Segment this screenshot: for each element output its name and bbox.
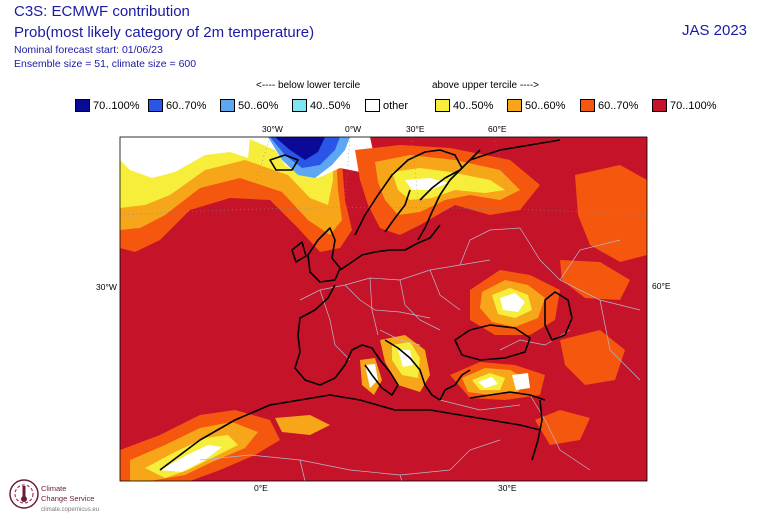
- logo-ring-icon: [9, 479, 39, 509]
- lon-label-top-4: 60°E: [488, 124, 507, 134]
- region-nw-other: [120, 137, 250, 178]
- lon-label-bottom-1: 0°E: [254, 483, 268, 493]
- region-scandinavia-50: [392, 168, 505, 200]
- lat-label-right: 60°E: [652, 281, 671, 291]
- logo-text-line1: Climate: [41, 484, 67, 493]
- region-nafrica-other: [160, 445, 222, 472]
- legend-swatch: [75, 99, 90, 112]
- legend-label: 50..60%: [238, 100, 279, 112]
- legend-swatch: [365, 99, 380, 112]
- legend-label: 60..70%: [166, 100, 207, 112]
- legend-above-title: above upper tercile ---->: [432, 80, 539, 91]
- legend-label: 70..100%: [93, 100, 140, 112]
- region-scandinavia-other: [405, 178, 448, 190]
- region-kazakh-70: [560, 260, 630, 300]
- lon-label-top-1: 30°W: [262, 124, 283, 134]
- legend-label: 40..50%: [310, 100, 351, 112]
- legend-swatch: [220, 99, 235, 112]
- ensemble-size: Ensemble size = 51, climate size = 600: [14, 58, 197, 70]
- legend-label: 60..70%: [598, 100, 639, 112]
- legend-swatch: [507, 99, 522, 112]
- logo-text-line2: Change Service: [41, 494, 95, 503]
- lon-label-top-3: 30°E: [406, 124, 425, 134]
- legend-swatch: [435, 99, 450, 112]
- legend-swatch: [580, 99, 595, 112]
- copernicus-logo: [9, 479, 39, 509]
- region-balkan-other: [398, 350, 413, 367]
- legend-label: 40..50%: [453, 100, 494, 112]
- logo-url: climate.copernicus.eu: [41, 507, 100, 513]
- map-frame: [119, 136, 648, 482]
- lon-label-top-2: 0°W: [345, 124, 362, 134]
- legend-below-title: <---- below lower tercile: [256, 80, 361, 91]
- lat-label-left: 30°W: [96, 282, 117, 292]
- region-turkey-other: [478, 377, 498, 388]
- forecast-start: Nominal forecast start: 01/06/23: [14, 44, 163, 56]
- legend-label: 50..60%: [525, 100, 566, 112]
- forecast-period: JAS 2023: [681, 22, 747, 39]
- legend-label: other: [383, 100, 409, 112]
- region-caspian-other: [500, 293, 525, 312]
- title-line1: C3S: ECMWF contribution: [14, 3, 190, 20]
- legend-swatch: [148, 99, 163, 112]
- region-cyprus-other: [512, 373, 530, 390]
- lon-label-bottom-2: 30°E: [498, 483, 517, 493]
- legend-swatch: [292, 99, 307, 112]
- legend-label: 70..100%: [670, 100, 717, 112]
- thermometer-icon: [22, 486, 26, 497]
- logo-inner-icon: [14, 484, 34, 504]
- title-line2: Prob(most likely category of 2m temperat…: [14, 24, 315, 41]
- region-nafrica-east-60: [275, 415, 330, 435]
- legend-swatch: [652, 99, 667, 112]
- region-mideast-70: [535, 410, 590, 445]
- region-cold-70: [275, 137, 325, 160]
- region-east-70: [575, 165, 647, 262]
